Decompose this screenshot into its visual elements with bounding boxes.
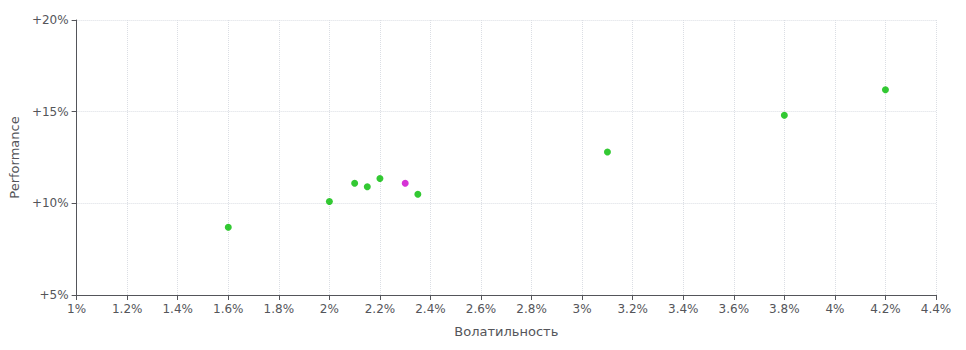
svg-text:2.8%: 2.8% — [516, 302, 547, 316]
svg-text:2.4%: 2.4% — [415, 302, 446, 316]
svg-text:1.6%: 1.6% — [213, 302, 244, 316]
svg-text:+5%: +5% — [40, 288, 69, 302]
svg-text:1%: 1% — [67, 302, 86, 316]
svg-text:Performance: Performance — [7, 116, 22, 198]
svg-text:4%: 4% — [825, 302, 844, 316]
svg-text:Волатильность: Волатильность — [454, 324, 558, 339]
svg-text:3.2%: 3.2% — [617, 302, 648, 316]
svg-text:3.8%: 3.8% — [769, 302, 800, 316]
svg-text:2.2%: 2.2% — [365, 302, 396, 316]
svg-text:3%: 3% — [573, 302, 592, 316]
svg-text:3.6%: 3.6% — [719, 302, 750, 316]
svg-text:4.4%: 4.4% — [921, 302, 952, 316]
svg-text:2%: 2% — [320, 302, 339, 316]
svg-text:+10%: +10% — [32, 196, 69, 210]
svg-text:4.2%: 4.2% — [870, 302, 901, 316]
svg-text:+15%: +15% — [32, 105, 69, 119]
svg-text:1.4%: 1.4% — [162, 302, 193, 316]
svg-text:1.2%: 1.2% — [112, 302, 143, 316]
svg-text:+20%: +20% — [32, 13, 69, 27]
svg-text:2.6%: 2.6% — [466, 302, 497, 316]
svg-text:1.8%: 1.8% — [264, 302, 295, 316]
svg-text:3.4%: 3.4% — [668, 302, 699, 316]
